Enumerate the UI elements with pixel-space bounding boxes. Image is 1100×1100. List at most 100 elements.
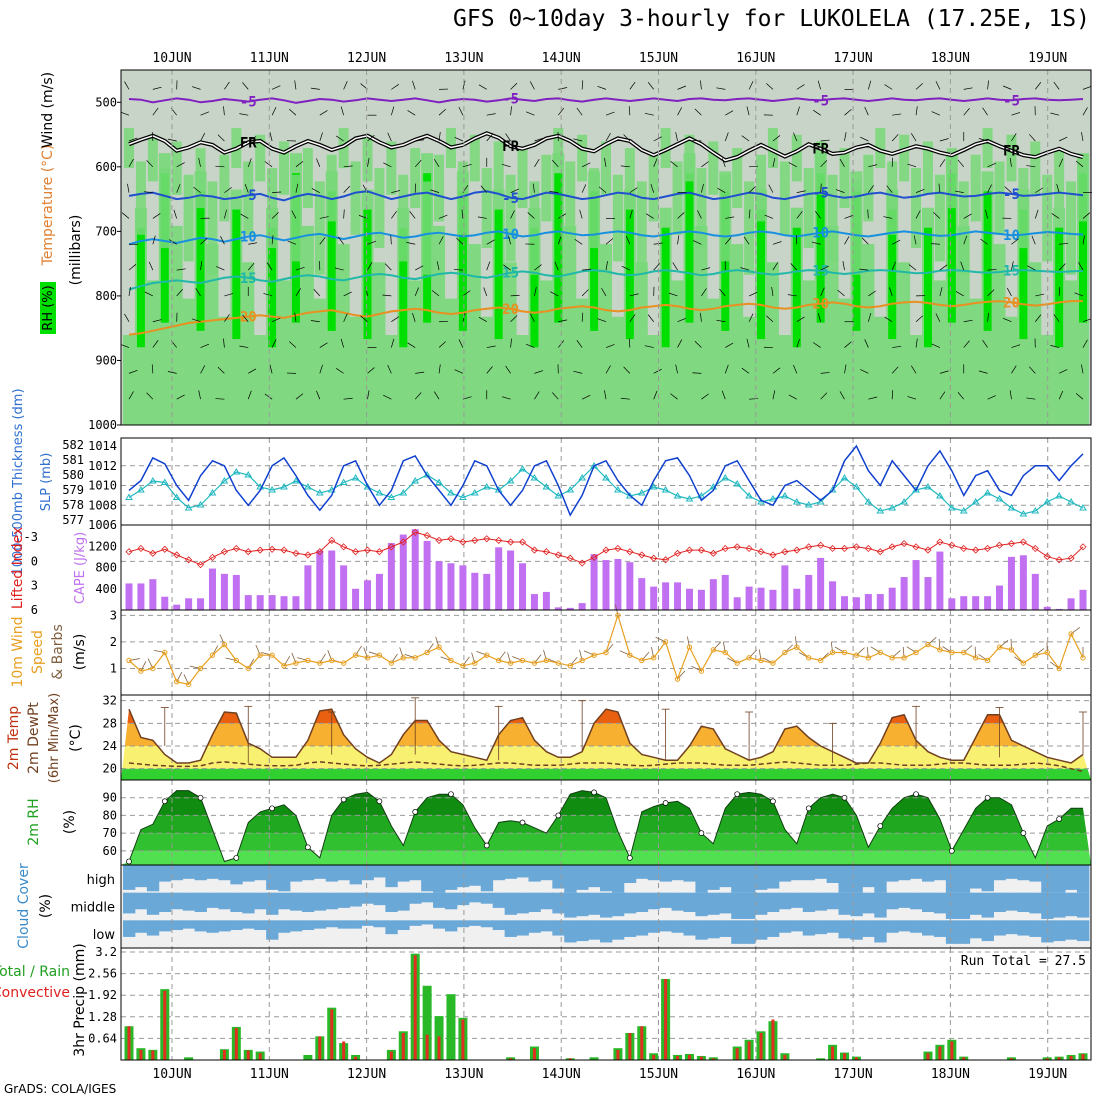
wind-barb (963, 340, 970, 348)
wind-barb (891, 134, 899, 142)
wind-barb (915, 106, 918, 116)
li-point (960, 544, 968, 553)
precip-total-bar (422, 985, 432, 1060)
rh-upper-column (767, 128, 778, 169)
cloud-cell-low (719, 920, 732, 937)
li-point (685, 546, 694, 554)
wind-barb (167, 138, 177, 142)
rh-upper-column (135, 161, 146, 235)
cloud-cell-middle (1065, 892, 1078, 917)
wind-speed-point (209, 652, 216, 658)
li-point (292, 549, 300, 557)
rh-upper-column (827, 174, 838, 262)
rh-high-column (792, 227, 801, 348)
wind-barb (978, 138, 988, 142)
wind-barb (552, 392, 559, 400)
wind-barb (319, 236, 326, 245)
cloud-cell-low (289, 920, 303, 932)
cloud-cell-low (146, 920, 160, 936)
li-point (578, 559, 586, 567)
thickness-point (244, 471, 253, 478)
cloud-cell-middle (218, 892, 231, 910)
wind-barb (1058, 158, 1064, 167)
li-point (733, 543, 741, 551)
cape-bar (697, 589, 705, 610)
cloud-cell-low (576, 920, 589, 942)
wind-barb (486, 261, 491, 271)
wind-barb (581, 312, 584, 322)
cloud-cell-high (409, 865, 422, 881)
wind-barb (477, 216, 487, 219)
cloud-cell-middle (731, 892, 744, 919)
rh-upper-column (732, 148, 743, 209)
wind-barb (264, 161, 273, 168)
li-point (125, 548, 133, 556)
rh-column (278, 280, 291, 425)
wind-barb (529, 81, 535, 90)
wind-barb (430, 189, 440, 193)
wind-barb (407, 110, 416, 116)
wind-barb (701, 161, 709, 168)
cloud-cell-high (123, 865, 136, 890)
cape-li-panel: -3 0 3 6 400 800 1200 (24, 524, 1092, 617)
cape-bar (769, 589, 777, 610)
rh-legend-swatch (40, 282, 56, 334)
rh-high-column (983, 191, 992, 331)
cape-bar (614, 559, 622, 610)
cloud-cell-middle (588, 892, 601, 915)
wind-barb (248, 368, 257, 374)
cloud-cell-middle (230, 892, 243, 913)
precip-legend-convective: Convective (0, 985, 70, 1001)
cloud-cell-low (540, 920, 553, 932)
wind-barb (939, 138, 949, 142)
cloud-cell-low (158, 920, 172, 932)
li-point (304, 551, 312, 559)
wind-barb (311, 188, 320, 193)
wind-barb (173, 209, 178, 219)
cloud-cell-middle (134, 892, 148, 910)
wind-title-line2: Speed (30, 630, 46, 674)
precip-total-bar (184, 1057, 194, 1060)
wind-barb (215, 165, 225, 168)
thickness-point (506, 477, 515, 484)
rh-column (254, 335, 267, 425)
cape-bar (805, 574, 813, 610)
cloud-layer-label: low (93, 928, 116, 943)
precip-convective-bar (1069, 1055, 1073, 1060)
wind-barb (383, 162, 392, 168)
rh-column (540, 280, 553, 425)
rh-column (146, 280, 159, 425)
wind-barb (716, 319, 726, 323)
li-axis-label: Lifted Index (10, 527, 26, 609)
freezing-line-core (128, 132, 1084, 162)
wind-barb (295, 266, 305, 271)
wind-speed-point (579, 657, 585, 664)
wind-speed-point (806, 655, 812, 661)
wind-barb (1058, 390, 1064, 400)
thickness-point (1031, 507, 1040, 514)
thickness-point (876, 507, 885, 514)
wind-barb (982, 107, 988, 116)
thickness-point (482, 483, 491, 490)
precip-tick-label: 1.92 (88, 988, 117, 1002)
cloud-cell-middle (278, 892, 291, 910)
cloud-cell-low (600, 920, 613, 943)
li-point (912, 543, 920, 551)
rh-upper-column (302, 148, 313, 209)
wind-barb (677, 107, 683, 116)
wind-barb (146, 392, 154, 400)
cloud-cell-middle (719, 892, 732, 914)
wind-barb (721, 390, 726, 400)
cape-bar (685, 588, 693, 610)
wind-barb (501, 396, 511, 400)
wind-barb (670, 393, 678, 400)
cloud-title: Cloud Cover (16, 863, 32, 949)
wind-barb (837, 289, 845, 297)
isotherm-label: 10 (502, 227, 519, 243)
cloud-cell-low (194, 920, 207, 932)
rh-upper-column (958, 181, 969, 275)
wind-barb (550, 291, 559, 297)
cloud-cell-middle (468, 892, 482, 903)
cloud-cell-middle (910, 892, 923, 910)
wind-barb (743, 236, 750, 245)
